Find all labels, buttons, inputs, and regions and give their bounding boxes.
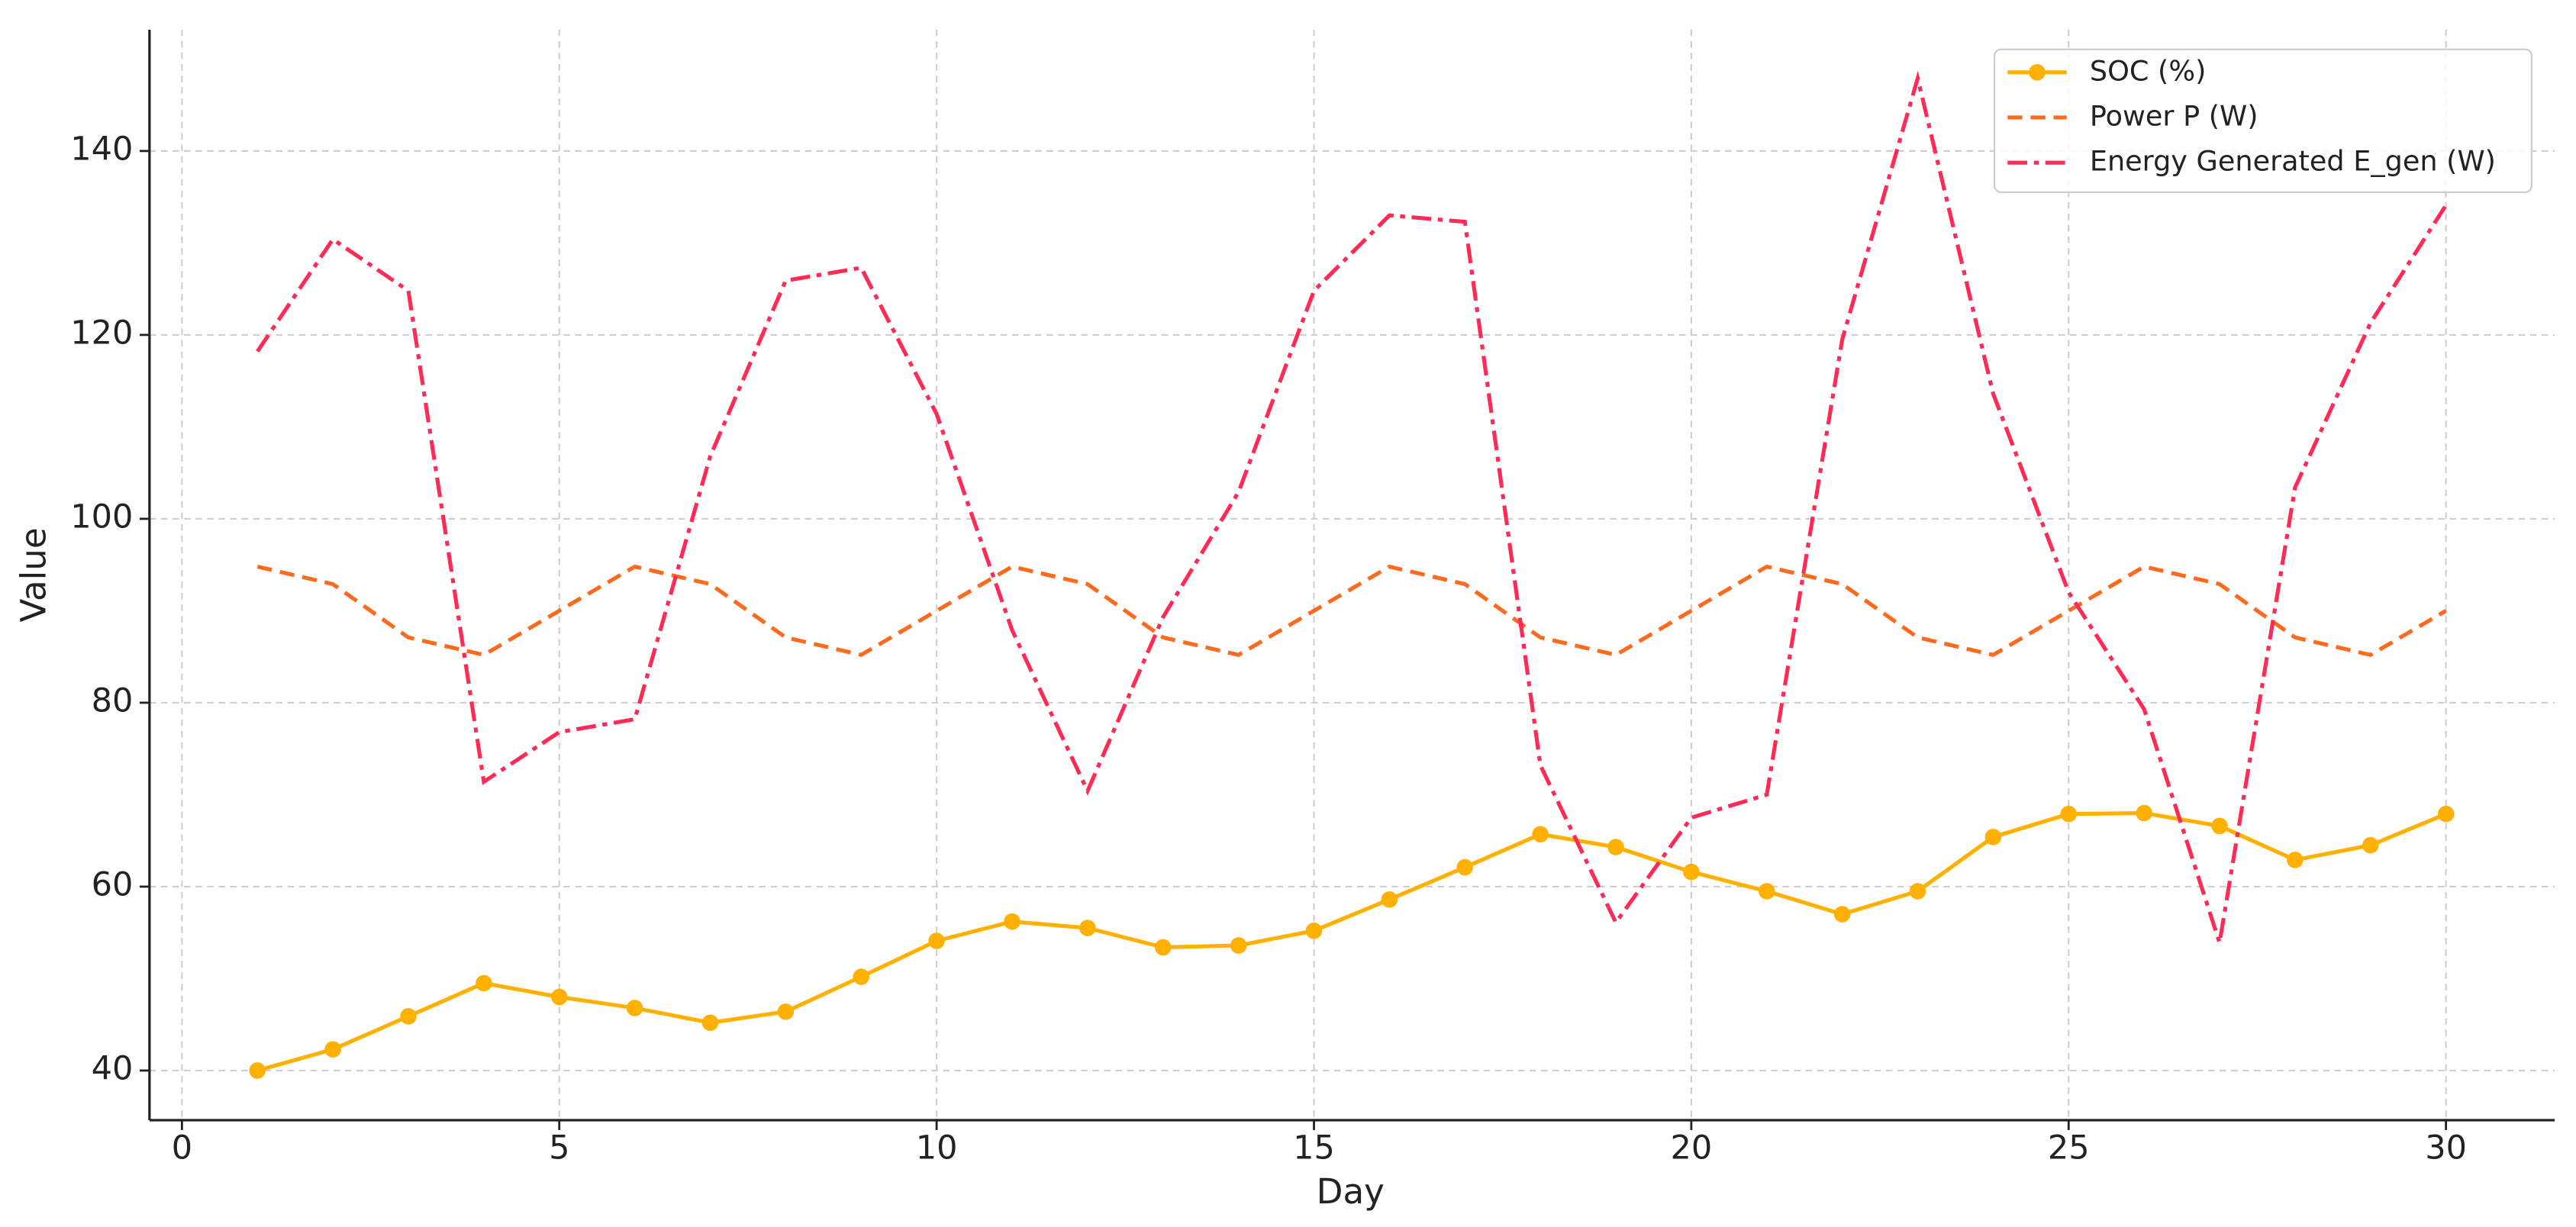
legend-label: Power P (W) — [2090, 99, 2258, 132]
data-point — [1230, 937, 1247, 954]
series-line — [256, 810, 2447, 1073]
data-point — [701, 1014, 719, 1032]
data-point — [2437, 805, 2455, 823]
data-point — [400, 1008, 417, 1025]
legend-label: SOC (%) — [2090, 54, 2206, 87]
data-point — [1004, 913, 1020, 930]
x-tick-label: 15 — [1293, 1129, 1335, 1167]
data-point — [1909, 883, 1926, 900]
x-tick-label: 0 — [172, 1129, 192, 1167]
y-axis-label: Value — [13, 527, 53, 622]
data-point — [1381, 891, 1398, 908]
data-point — [2287, 852, 2304, 868]
data-point — [1305, 923, 1323, 939]
y-tick-label: 120 — [70, 314, 133, 352]
data-point — [2362, 836, 2379, 854]
y-tick-label: 60 — [92, 865, 134, 903]
data-point — [1833, 906, 1851, 923]
x-tick-label: 30 — [2425, 1129, 2467, 1167]
y-tick-label: 80 — [92, 681, 134, 720]
y-tick-label: 100 — [70, 498, 133, 536]
legend-label: Energy Generated E_gen (W) — [2090, 145, 2496, 178]
data-point — [1683, 863, 1700, 881]
data-point — [324, 1041, 341, 1058]
data-point — [249, 1062, 266, 1079]
y-tick-label: 40 — [92, 1049, 134, 1087]
data-point — [2136, 804, 2152, 822]
data-point — [1984, 829, 2002, 845]
x-tick-label: 25 — [2048, 1129, 2090, 1167]
data-point — [853, 968, 870, 985]
data-point — [2060, 805, 2078, 823]
data-point — [1456, 858, 1474, 876]
x-tick-label: 5 — [549, 1129, 569, 1167]
data-point — [1079, 919, 1096, 936]
data-point — [626, 1000, 643, 1016]
legend-marker — [2029, 64, 2046, 81]
data-point — [1155, 939, 1172, 956]
data-point — [928, 932, 945, 949]
data-point — [1607, 839, 1624, 855]
x-axis-label: Day — [1317, 1171, 1385, 1212]
legend: SOC (%) Power P (W) Energy Generated E_gen… — [1993, 48, 2532, 193]
data-point — [2211, 817, 2228, 835]
series-line — [256, 70, 2448, 944]
data-point — [550, 988, 568, 1006]
data-point — [777, 1003, 795, 1020]
y-tick-label: 140 — [70, 130, 133, 168]
data-point — [1532, 826, 1549, 843]
data-point — [1759, 883, 1775, 900]
x-tick-label: 20 — [1671, 1129, 1713, 1167]
x-tick-label: 10 — [916, 1129, 958, 1167]
series-line — [256, 564, 2447, 658]
data-point — [476, 974, 492, 992]
legend-box — [1993, 48, 2532, 193]
